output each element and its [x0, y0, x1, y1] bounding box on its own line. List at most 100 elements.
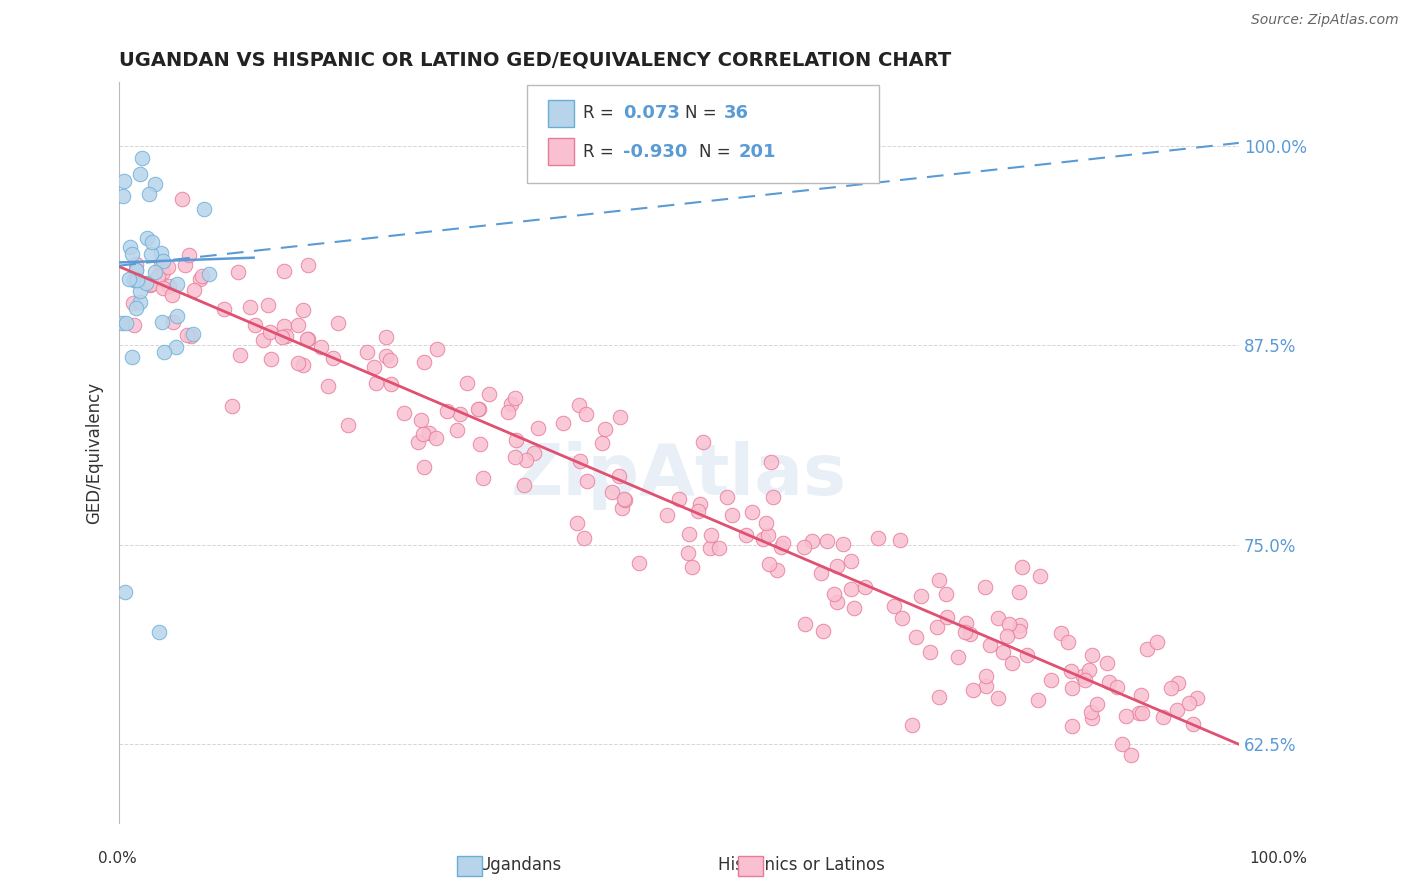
Point	[166, 277, 188, 291]
Point	[794, 616, 817, 631]
Point	[841, 582, 863, 597]
Point	[1049, 626, 1071, 640]
Point	[1167, 676, 1189, 690]
Point	[374, 349, 396, 363]
Point	[152, 253, 174, 268]
Point	[607, 468, 630, 483]
Point	[614, 493, 637, 508]
Text: N =: N =	[699, 143, 735, 161]
Point	[129, 284, 152, 298]
Point	[1080, 705, 1102, 719]
Point	[741, 505, 763, 519]
Text: 0.0%: 0.0%	[98, 851, 138, 865]
Point	[513, 478, 536, 492]
Point	[825, 559, 848, 574]
Point	[273, 263, 295, 277]
Point	[676, 546, 699, 560]
Point	[1039, 673, 1062, 687]
Point	[756, 528, 779, 542]
Point	[143, 178, 166, 192]
Point	[456, 376, 478, 391]
Point	[991, 645, 1014, 659]
Point	[499, 397, 522, 411]
Point	[135, 277, 157, 291]
Point	[375, 330, 398, 344]
Point	[122, 273, 145, 287]
Point	[1029, 569, 1052, 583]
Point	[316, 379, 339, 393]
Point	[259, 352, 281, 367]
Point	[122, 318, 145, 332]
Point	[125, 257, 148, 271]
Point	[551, 416, 574, 430]
Point	[825, 595, 848, 609]
Point	[866, 531, 889, 545]
Point	[678, 526, 700, 541]
Point	[1060, 719, 1083, 733]
Point	[612, 500, 634, 515]
Point	[928, 573, 950, 587]
Point	[193, 202, 215, 216]
Point	[1146, 634, 1168, 648]
Text: 0.073: 0.073	[623, 104, 679, 122]
Point	[287, 356, 309, 370]
Point	[111, 188, 134, 202]
Point	[974, 669, 997, 683]
Point	[179, 248, 201, 262]
Point	[112, 174, 135, 188]
Point	[356, 344, 378, 359]
Point	[801, 534, 824, 549]
Point	[212, 302, 235, 317]
Point	[115, 316, 138, 330]
Point	[910, 589, 932, 603]
Text: Source: ZipAtlas.com: Source: ZipAtlas.com	[1251, 13, 1399, 28]
Y-axis label: GED/Equivalency: GED/Equivalency	[86, 382, 103, 524]
Point	[1111, 737, 1133, 751]
Point	[152, 281, 174, 295]
Point	[758, 558, 780, 572]
Point	[1095, 656, 1118, 670]
Point	[572, 531, 595, 545]
Point	[595, 422, 617, 436]
Point	[842, 601, 865, 615]
Point	[918, 645, 941, 659]
Point	[762, 490, 785, 504]
Point	[523, 446, 546, 460]
Point	[1074, 673, 1097, 687]
Point	[165, 340, 187, 354]
Point	[259, 325, 281, 339]
Point	[139, 277, 162, 292]
Point	[735, 527, 758, 541]
Point	[412, 426, 434, 441]
Point	[716, 490, 738, 504]
Point	[575, 407, 598, 421]
Point	[1026, 693, 1049, 707]
Point	[257, 298, 280, 312]
Point	[160, 288, 183, 302]
Point	[229, 348, 252, 362]
Point	[998, 617, 1021, 632]
Point	[935, 587, 957, 601]
Point	[1178, 696, 1201, 710]
Point	[995, 630, 1018, 644]
Point	[928, 690, 950, 704]
Point	[394, 406, 416, 420]
Point	[436, 404, 458, 418]
Point	[363, 360, 385, 375]
Point	[839, 554, 862, 568]
Point	[273, 318, 295, 333]
Text: 100.0%: 100.0%	[1250, 851, 1308, 865]
Point	[515, 452, 537, 467]
Point	[446, 423, 468, 437]
Point	[1060, 665, 1083, 679]
Point	[832, 537, 855, 551]
Text: 201: 201	[738, 143, 776, 161]
Point	[226, 265, 249, 279]
Point	[150, 315, 173, 329]
Text: Ugandans: Ugandans	[478, 856, 562, 874]
Point	[287, 318, 309, 332]
Point	[143, 265, 166, 279]
Point	[110, 316, 132, 330]
Point	[496, 405, 519, 419]
Point	[699, 541, 721, 555]
